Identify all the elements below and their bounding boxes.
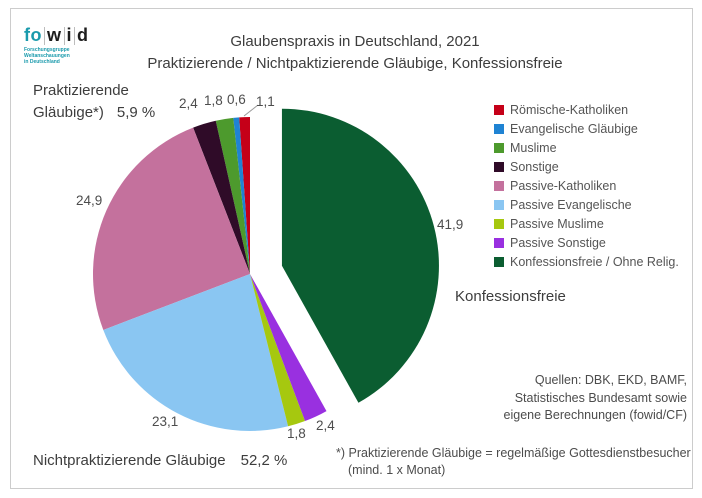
value-label-passive-katholiken: 24,9	[76, 193, 103, 208]
sources-line: Quellen: DBK, EKD, BAMF,	[534, 373, 687, 387]
group-label-konfessionsfreie: Konfessionsfreie	[455, 288, 566, 305]
logo-wordmark: fo w i d	[24, 25, 89, 45]
sources-line: Statistisches Bundesamt sowie	[514, 390, 687, 405]
chart-title: Glaubenspraxis in Deutschland, 2021	[230, 33, 480, 50]
value-label-passive-muslime: 1,8	[287, 426, 306, 441]
logo-letter: i	[66, 25, 73, 45]
logo-tagline-line: Weltanschauungen	[24, 53, 70, 59]
legend-label: Sonstige	[510, 159, 559, 174]
legend-label: Römische-Katholiken	[510, 102, 629, 117]
logo-divider-bar	[44, 27, 45, 45]
legend-item: Muslime	[494, 138, 679, 157]
sources-note: Quellen: DBK, EKD, BAMF, Statistisches B…	[504, 372, 687, 425]
legend-item: Sonstige	[494, 157, 679, 176]
value-label-sonstige: 2,4	[179, 96, 198, 111]
footnote-line1: *) Praktizierende Gläubige = regelmäßige…	[336, 446, 691, 460]
value-label-evangelische-glaeubige: 0,6	[227, 92, 246, 107]
logo-tagline-line: Forschungsgruppe	[24, 47, 70, 53]
frame-border	[10, 8, 693, 489]
legend-swatch	[494, 180, 504, 191]
value-label-konfessionsfreie: 41,9	[437, 217, 464, 232]
logo-divider-bar	[63, 27, 65, 45]
group-label-nichtpraktizierende: Nichtpraktizierende Gläubige 52,2 %	[33, 452, 287, 469]
value-label-passive-evangelische: 23,1	[152, 414, 179, 429]
praktizierende-value: 5,9 %	[116, 104, 156, 121]
legend: Römische-Katholiken Evangelische Gläubig…	[494, 100, 679, 271]
chart-subtitle: Praktizierende / Nichtpaktizierende Gläu…	[147, 55, 563, 72]
logo-letter: w	[47, 25, 62, 45]
value-label-roemische-katholiken: 1,1	[256, 94, 275, 109]
legend-swatch	[494, 142, 504, 153]
praktizierende-line2: Gläubige*)	[33, 104, 104, 121]
legend-swatch	[494, 256, 504, 267]
legend-label: Passive Sonstige	[510, 235, 606, 250]
legend-item: Konfessionsfreie / Ohne Relig.	[494, 252, 679, 271]
legend-item: Römische-Katholiken	[494, 100, 679, 119]
nichtpraktizierende-value: 52,2 %	[240, 452, 288, 469]
legend-swatch	[494, 104, 504, 115]
legend-swatch	[494, 237, 504, 248]
legend-label: Muslime	[510, 140, 557, 155]
legend-label: Passive Evangelische	[510, 197, 632, 212]
footnote-line2: (mind. 1 x Monat)	[348, 463, 446, 477]
logo-tagline: Forschungsgruppe Weltanschauungen in Deu…	[24, 47, 89, 65]
logo-brand-left: fo	[24, 25, 42, 45]
sources-line: eigene Berechnungen (fowid/CF)	[503, 408, 687, 422]
chart-header: Glaubenspraxis in Deutschland, 2021 Prak…	[130, 31, 580, 75]
fowid-logo: fo w i d Forschungsgruppe Weltanschauungen …	[24, 25, 89, 65]
value-label-passive-sonstige: 2,4	[316, 418, 335, 433]
legend-label: Evangelische Gläubige	[510, 121, 638, 136]
legend-label: Konfessionsfreie / Ohne Relig.	[510, 254, 679, 269]
logo-divider-bar	[74, 27, 76, 45]
legend-swatch	[494, 123, 504, 134]
value-label-muslime: 1,8	[204, 93, 223, 108]
legend-item: Passive Sonstige	[494, 233, 679, 252]
legend-item: Passive Muslime	[494, 214, 679, 233]
praktizierende-line1: Praktizierende	[33, 82, 129, 99]
group-label-praktizierende: Praktizierende Gläubige*) 5,9 %	[33, 80, 155, 124]
logo-tagline-line: in Deutschland	[24, 59, 60, 65]
legend-item: Evangelische Gläubige	[494, 119, 679, 138]
legend-swatch	[494, 218, 504, 229]
logo-letter: d	[77, 25, 89, 45]
footnote: *) Praktizierende Gläubige = regelmäßige…	[336, 445, 691, 479]
legend-swatch	[494, 199, 504, 210]
legend-item: Passive Evangelische	[494, 195, 679, 214]
legend-item: Passive-Katholiken	[494, 176, 679, 195]
legend-swatch	[494, 161, 504, 172]
legend-label: Passive-Katholiken	[510, 178, 617, 193]
nichtpraktizierende-label: Nichtpraktizierende Gläubige	[33, 452, 226, 469]
legend-label: Passive Muslime	[510, 216, 604, 231]
